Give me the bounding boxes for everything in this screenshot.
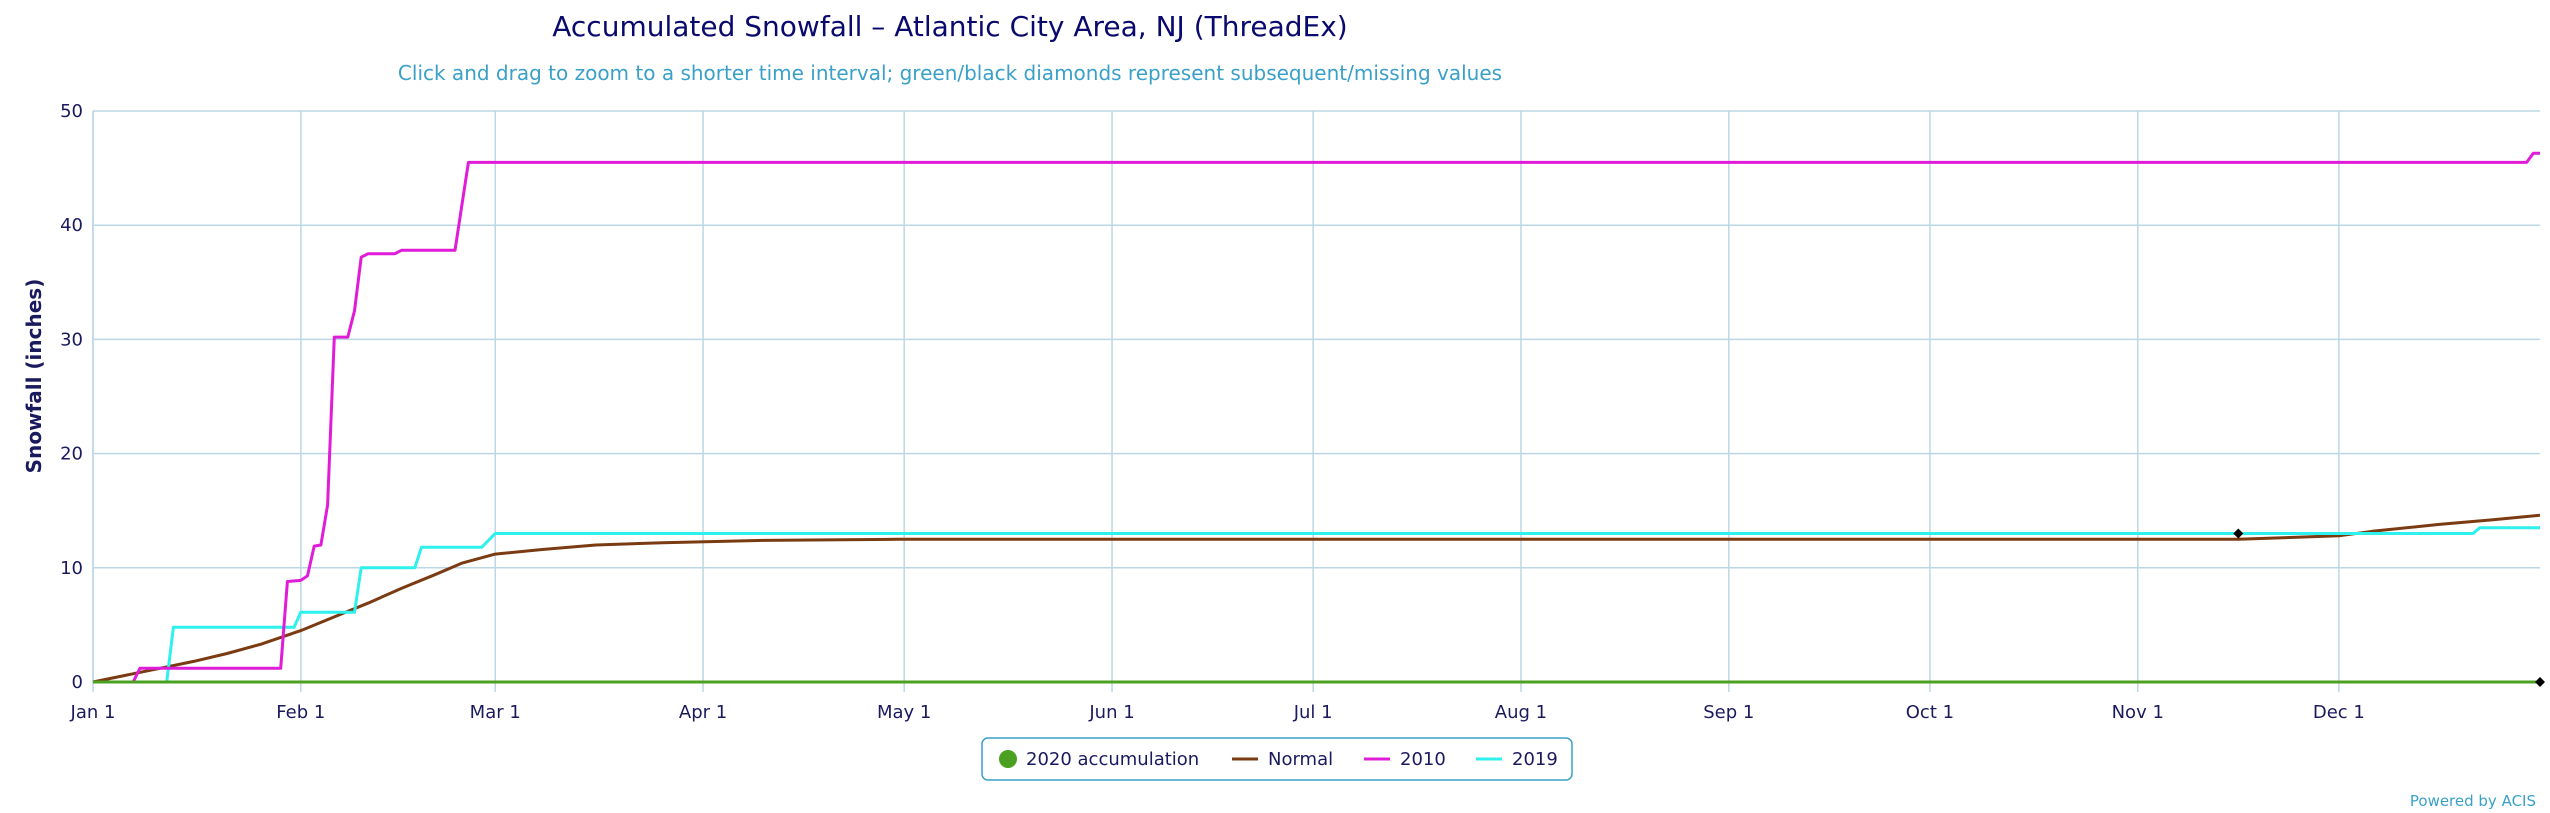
- x-tick-label: Jun 1: [1088, 702, 1134, 723]
- x-tick-label: Mar 1: [470, 702, 521, 723]
- series-lines[interactable]: [92, 151, 2541, 684]
- diamond-markers: [2233, 528, 2545, 687]
- series-line-normal[interactable]: [92, 513, 2541, 684]
- x-tick-label: Jul 1: [1293, 702, 1333, 723]
- y-tick-label: 50: [60, 101, 83, 122]
- legend-item-2020-accumulation[interactable]: 2020 accumulation: [999, 749, 1199, 770]
- legend-label: 2010: [1400, 749, 1446, 770]
- chart-title: Accumulated Snowfall – Atlantic City Are…: [552, 10, 1347, 43]
- credits-link[interactable]: Powered by ACIS: [2410, 792, 2536, 810]
- legend-label: Normal: [1268, 749, 1333, 770]
- legend-label: 2020 accumulation: [1026, 749, 1199, 770]
- y-tick-label: 0: [72, 672, 83, 693]
- series-line-2010[interactable]: [93, 151, 2540, 684]
- x-tick-label: Apr 1: [679, 702, 727, 723]
- legend-symbol: [999, 750, 1017, 768]
- legend-label: 2019: [1512, 749, 1558, 770]
- y-tick-label: 30: [60, 329, 83, 350]
- x-tick-label: May 1: [877, 702, 931, 723]
- x-tick-label: Nov 1: [2112, 702, 2164, 723]
- legend-item-2010[interactable]: 2010: [1364, 749, 1446, 770]
- x-gridlines: [92, 111, 2340, 692]
- x-tick-label: Oct 1: [1906, 702, 1954, 723]
- x-tick-label: Aug 1: [1495, 702, 1547, 723]
- x-tick-label: Sep 1: [1703, 702, 1754, 723]
- diamond-marker: [2535, 677, 2545, 687]
- diamond-marker: [2233, 528, 2244, 539]
- x-tick-label: Feb 1: [276, 702, 325, 723]
- y-axis-label: Snowfall (inches): [22, 279, 46, 474]
- y-tick-label: 40: [60, 215, 83, 236]
- legend-box: [981, 737, 1573, 781]
- y-tick-label: 10: [60, 558, 83, 579]
- y-axis-ticks: 0 10 20 30 40 50: [60, 101, 83, 693]
- x-tick-label: Jan 1: [70, 702, 116, 723]
- series-line-2019[interactable]: [93, 526, 2540, 684]
- x-axis-ticks: Jan 1 Feb 1 Mar 1 Apr 1 May 1 Jun 1 Jul 1 Aug 1…: [70, 702, 2365, 723]
- y-tick-label: 20: [60, 444, 83, 465]
- legend[interactable]: 2020 accumulation Normal 2010 2019: [981, 737, 1573, 781]
- chart-subtitle: Click and drag to zoom to a shorter time…: [398, 61, 1502, 85]
- legend-item-2019[interactable]: 2019: [1476, 749, 1558, 770]
- x-tick-label: Dec 1: [2313, 702, 2365, 723]
- legend-item-normal[interactable]: Normal: [1232, 749, 1333, 770]
- y-gridlines: [92, 110, 2540, 683]
